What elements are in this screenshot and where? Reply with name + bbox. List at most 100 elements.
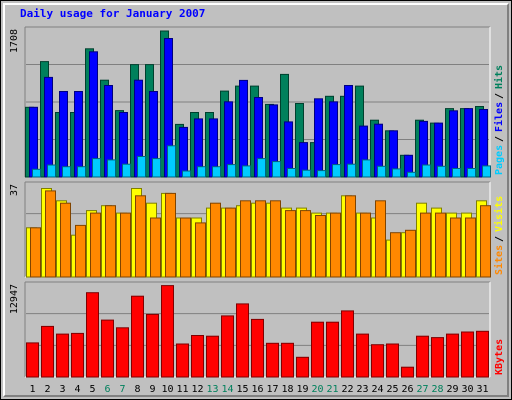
x-tick-label-day-12: 12: [191, 384, 203, 395]
bar-sites-day-30: [465, 217, 476, 278]
legend-pages: Pages: [494, 145, 505, 175]
x-tick-label-day-3: 3: [59, 384, 65, 395]
bar-kbytes-day-21: [326, 321, 339, 378]
legend-visits: Visits: [493, 196, 505, 232]
x-tick-label-day-16: 16: [251, 384, 263, 395]
bar-pages-day-5: [92, 158, 101, 178]
bar-kbytes-day-9: [146, 313, 159, 378]
bar-files-day-22: [344, 85, 353, 178]
bar-kbytes-day-20: [311, 321, 324, 378]
bar-pages-day-14: [227, 164, 236, 178]
bar-kbytes-day-11: [176, 343, 189, 378]
bar-pages-day-18: [287, 168, 296, 178]
bar-kbytes-day-29: [446, 333, 459, 378]
bar-sites-day-17: [270, 200, 281, 278]
bar-pages-day-13: [212, 166, 221, 178]
bar-kbytes-day-28: [431, 337, 444, 378]
bar-sites-day-21: [330, 212, 341, 278]
bar-pages-day-22: [347, 163, 356, 178]
legend-kbytes: KBytes: [494, 339, 505, 375]
x-tick-label-day-8: 8: [134, 384, 140, 395]
bar-kbytes-day-10: [161, 285, 174, 378]
bar-sites-day-25: [390, 232, 401, 278]
bar-sites-day-3: [60, 202, 71, 278]
bar-pages-day-21: [332, 164, 341, 178]
bar-sites-day-22: [345, 195, 356, 278]
bar-pages-day-15: [242, 165, 251, 178]
bar-pages-day-23: [362, 159, 371, 178]
bar-kbytes-day-30: [461, 331, 474, 378]
bar-kbytes-day-3: [56, 333, 69, 378]
bar-sites-day-9: [150, 217, 161, 278]
bar-kbytes-day-31: [476, 330, 489, 378]
x-tick-label-day-27: 27: [416, 384, 428, 395]
bar-pages-day-24: [377, 165, 386, 178]
x-tick-label-day-31: 31: [476, 384, 488, 395]
bar-sites-day-31: [480, 205, 491, 278]
x-tick-label-day-23: 23: [356, 384, 368, 395]
bar-sites-day-24: [375, 200, 386, 278]
bar-kbytes-day-18: [281, 342, 294, 378]
x-tick-label-day-26: 26: [401, 384, 413, 395]
x-tick-label-day-17: 17: [266, 384, 278, 395]
bar-sites-day-23: [360, 212, 371, 278]
bar-kbytes-day-6: [101, 319, 114, 378]
bar-pages-day-25: [392, 168, 401, 178]
x-tick-label-day-30: 30: [461, 384, 473, 395]
bar-kbytes-day-16: [251, 318, 264, 378]
x-tick-label-day-18: 18: [281, 384, 293, 395]
bar-sites-day-13: [210, 202, 221, 278]
bar-files-day-20: [314, 98, 323, 178]
bar-files-day-11: [179, 126, 188, 178]
bar-kbytes-day-4: [71, 332, 84, 378]
bar-sites-day-19: [300, 210, 311, 278]
bar-sites-day-5: [90, 212, 101, 278]
legend-separator: /: [494, 136, 505, 142]
bar-pages-day-30: [467, 168, 476, 178]
bar-sites-day-29: [450, 217, 461, 278]
bar-pages-day-4: [77, 166, 86, 178]
bar-pages-day-16: [257, 158, 266, 178]
bar-kbytes-day-17: [266, 342, 279, 378]
x-tick-label-day-2: 2: [44, 384, 50, 395]
x-tick-label-day-13: 13: [206, 384, 218, 395]
bar-sites-day-14: [225, 207, 236, 278]
bar-kbytes-day-1: [26, 342, 39, 378]
y-max-label: 12947: [9, 284, 20, 314]
x-tick-label-day-14: 14: [221, 384, 233, 395]
bar-kbytes-day-24: [371, 344, 384, 378]
legend-files: Files: [493, 102, 505, 132]
legend-hits: Hits: [493, 65, 505, 89]
x-tick-label-day-7: 7: [119, 384, 125, 395]
y-max-label: 1708: [9, 29, 20, 53]
bar-sites-day-26: [405, 229, 416, 278]
bar-sites-day-12: [195, 222, 206, 278]
bar-sites-day-16: [255, 200, 266, 278]
x-tick-label-day-15: 15: [236, 384, 248, 395]
bar-sites-day-10: [165, 192, 176, 278]
x-tick-label-day-6: 6: [104, 384, 110, 395]
bar-sites-day-28: [435, 212, 446, 278]
x-tick-label-day-10: 10: [161, 384, 173, 395]
bar-pages-day-20: [317, 170, 326, 178]
bar-files-day-3: [59, 91, 68, 178]
bar-files-day-15: [239, 79, 248, 178]
bar-kbytes-day-7: [116, 327, 129, 378]
bar-files-day-29: [449, 110, 458, 178]
x-tick-label-day-11: 11: [176, 384, 188, 395]
bar-sites-day-4: [75, 224, 86, 278]
bar-kbytes-day-8: [131, 295, 144, 378]
bar-pages-day-11: [182, 170, 191, 178]
bar-sites-day-11: [180, 217, 191, 278]
bar-kbytes-day-25: [386, 343, 399, 378]
bar-sites-day-15: [240, 200, 251, 278]
bar-pages-day-19: [302, 169, 311, 178]
x-tick-label-day-20: 20: [311, 384, 323, 395]
x-tick-label-day-1: 1: [29, 384, 35, 395]
bar-kbytes-day-22: [341, 310, 354, 378]
bar-pages-day-2: [47, 164, 56, 178]
bar-pages-day-28: [437, 165, 446, 178]
x-tick-label-day-19: 19: [296, 384, 308, 395]
legend-separator: /: [494, 93, 505, 99]
